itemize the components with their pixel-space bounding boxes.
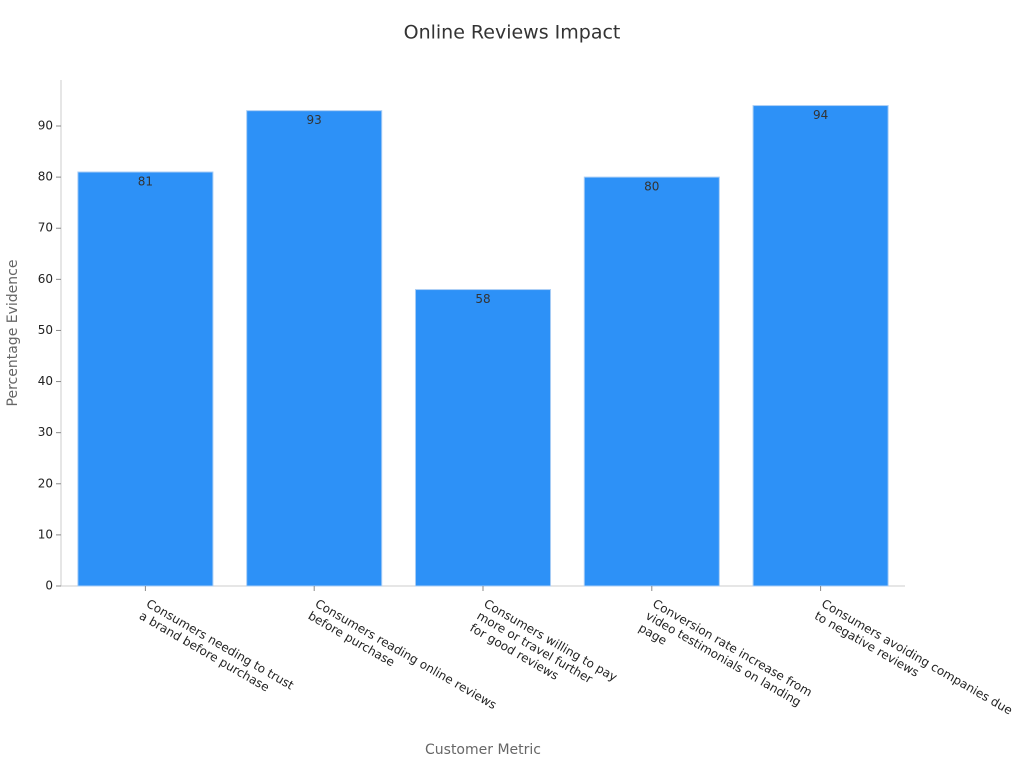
x-tick-label: Consumers reading online reviewsbefore p… (306, 596, 499, 724)
bar (246, 110, 383, 587)
bar (77, 171, 214, 587)
y-tick-label: 20 (38, 476, 53, 490)
value-label: 94 (813, 108, 828, 122)
y-tick-label: 80 (38, 170, 53, 184)
x-tick-label: Consumers needing to trusta brand before… (137, 596, 296, 704)
y-tick-label: 90 (38, 119, 53, 133)
y-tick-label: 60 (38, 272, 53, 286)
chart-title: Online Reviews Impact (404, 22, 621, 44)
y-tick-label: 10 (38, 527, 53, 541)
x-tick-label: Consumers willing to paymore or travel f… (468, 596, 620, 708)
x-tick-label: Conversion rate increase fromvideo testi… (636, 596, 814, 723)
bar (752, 105, 889, 587)
y-tick-label: 50 (38, 323, 53, 337)
value-label: 80 (644, 180, 659, 194)
y-axis-title: Percentage Evidence (5, 260, 21, 407)
x-axis-title: Customer Metric (425, 742, 541, 758)
y-tick-label: 70 (38, 221, 53, 235)
value-label: 58 (475, 292, 490, 306)
value-label: 81 (138, 175, 153, 189)
y-tick-label: 30 (38, 425, 53, 439)
bar (414, 289, 552, 587)
y-tick-label: 0 (45, 579, 53, 593)
value-label: 93 (307, 113, 322, 127)
y-tick-label: 40 (38, 374, 53, 388)
x-tick-label: Consumers avoiding companies dueto negat… (812, 596, 1015, 729)
bar (583, 176, 720, 587)
